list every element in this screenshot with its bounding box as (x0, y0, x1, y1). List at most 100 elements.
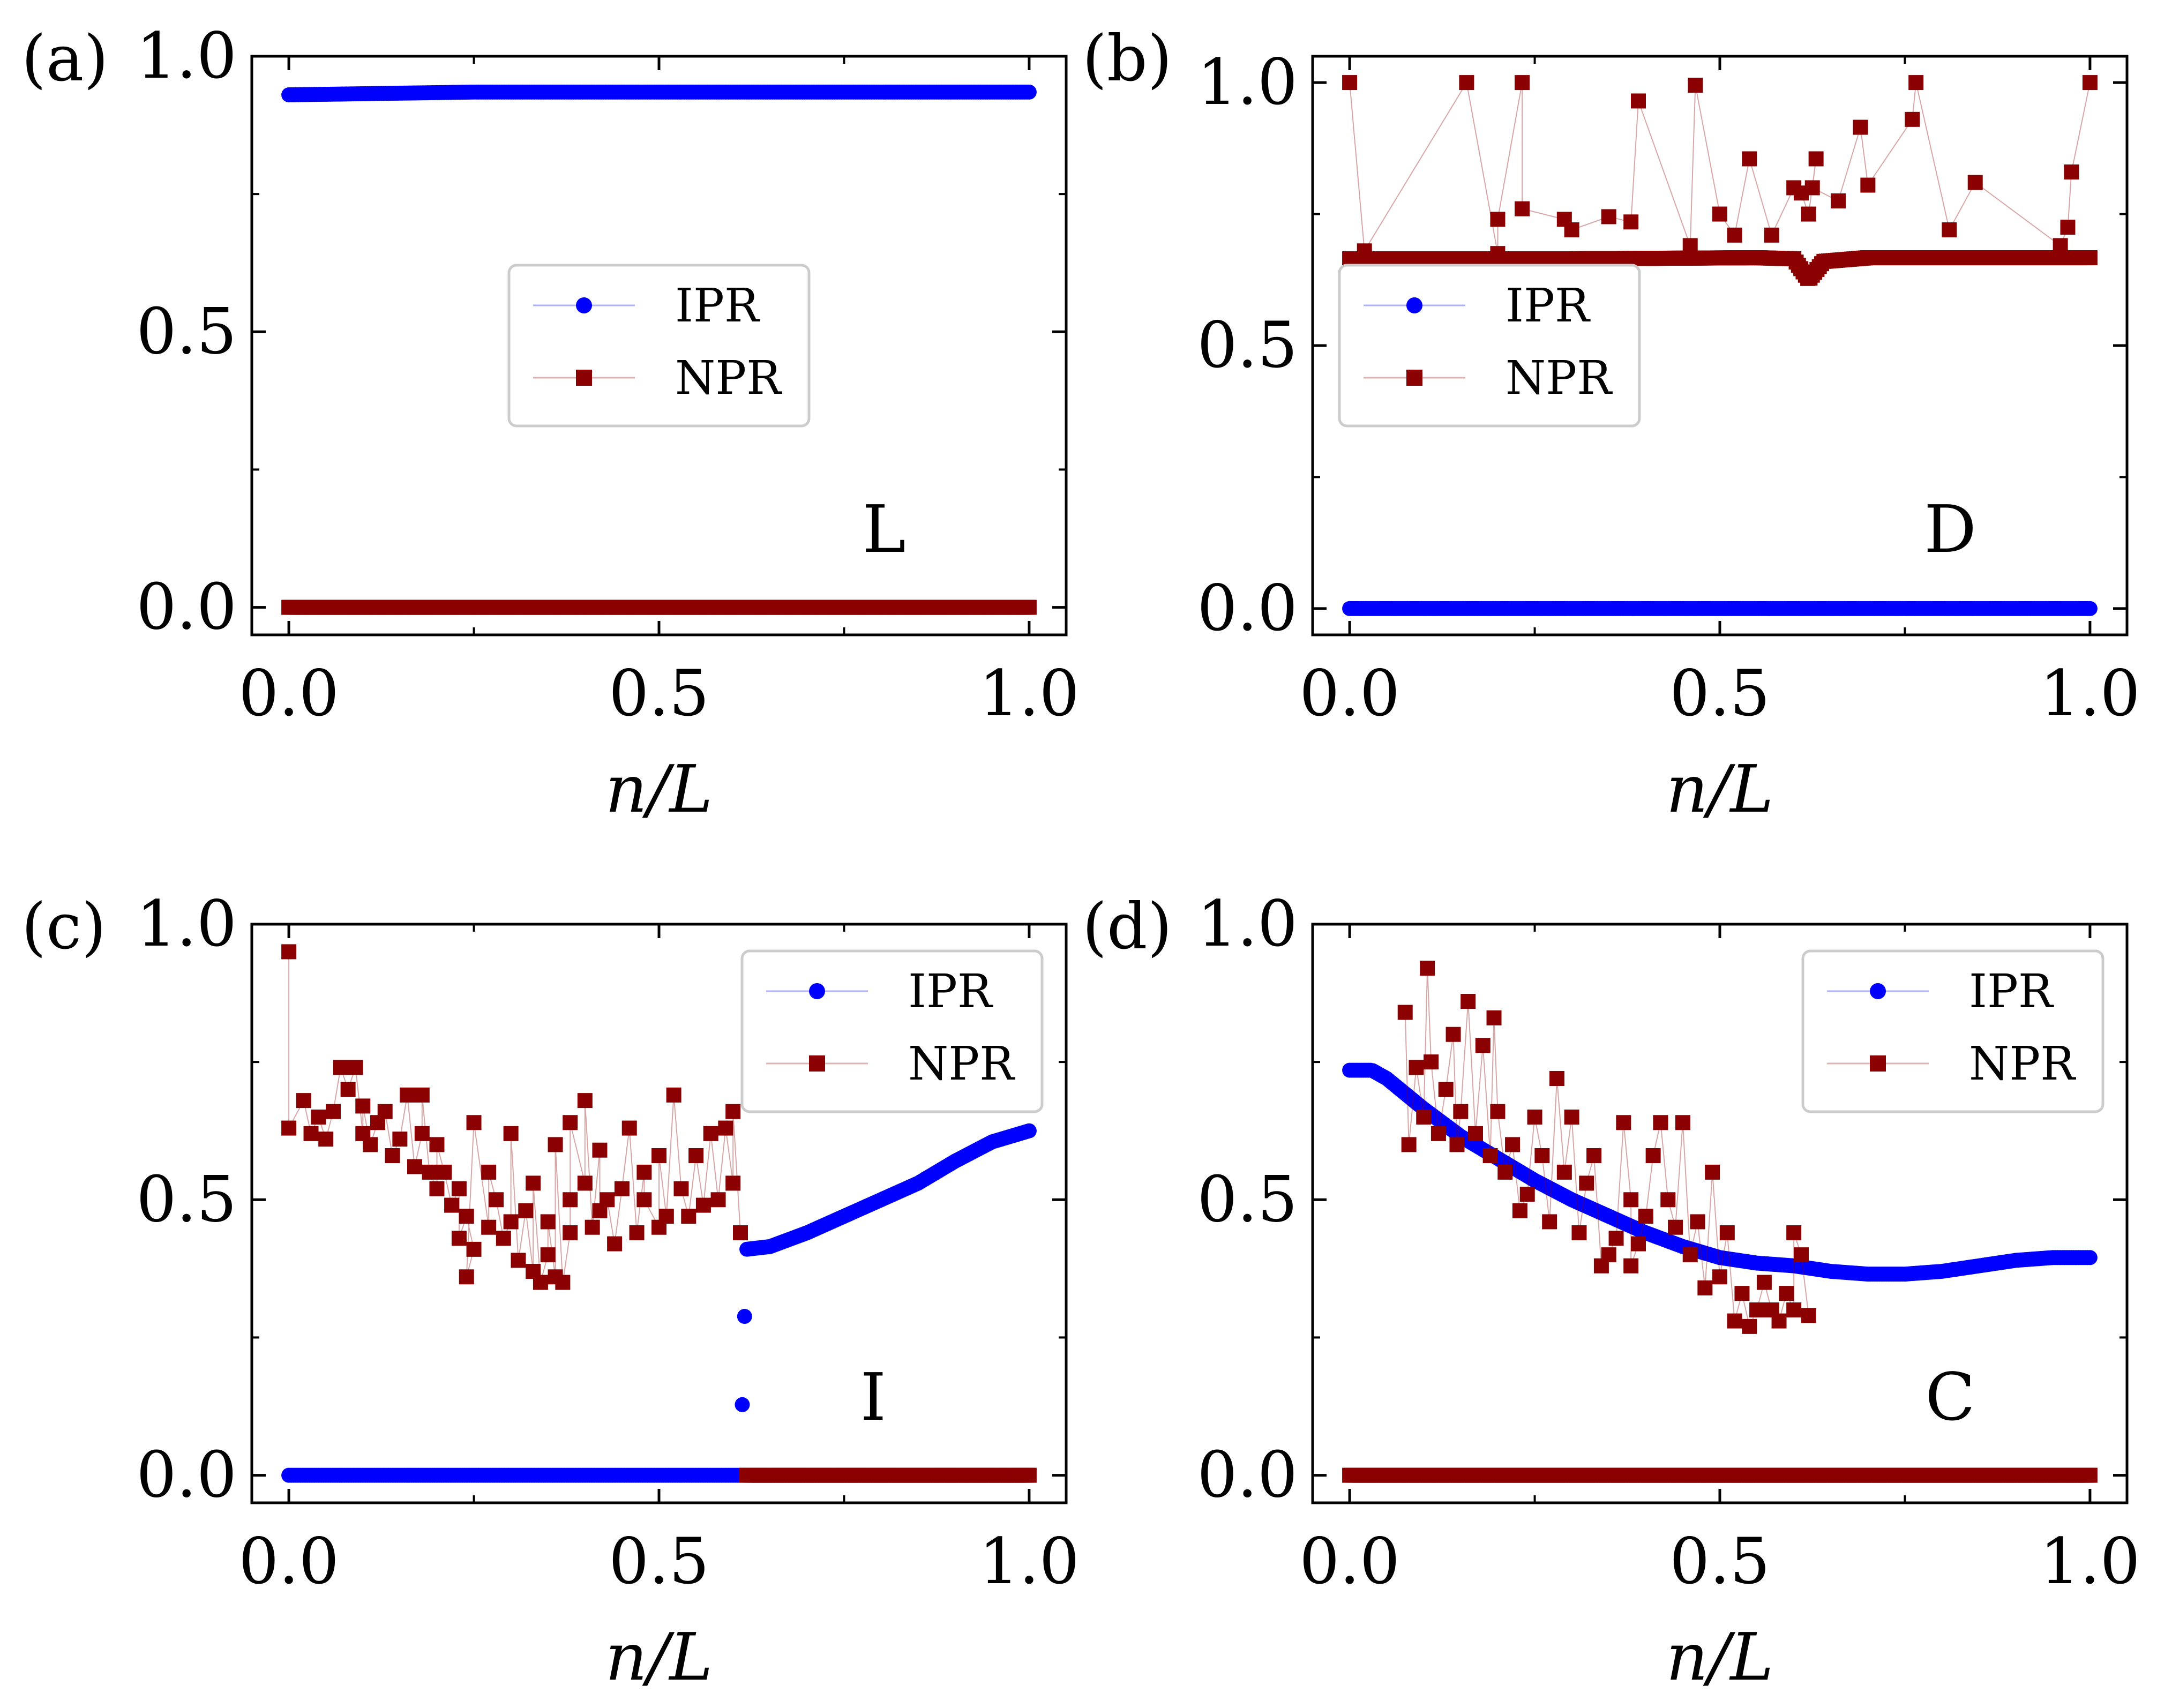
data-point (2053, 238, 2068, 253)
data-point (303, 1126, 319, 1141)
data-point (1505, 1137, 1521, 1152)
x-axis-label: n/L (1666, 751, 1774, 827)
data-point (1534, 1148, 1550, 1163)
x-tick-label: 1.0 (2040, 656, 2140, 730)
data-point (1801, 1308, 1816, 1323)
x-axis-label: n/L (605, 1619, 713, 1695)
legend-label: NPR (1506, 351, 1613, 405)
data-point (1446, 1027, 1461, 1042)
data-point (1697, 1280, 1713, 1295)
data-point (496, 1231, 511, 1246)
legend-marker-square (1406, 370, 1422, 386)
panel-a: 0.0 0.5 1.0 0.0 0.5 1.0 n/L (a) L IPR NPR (21, 19, 1080, 827)
data-point (1801, 206, 1816, 222)
data-point (2082, 75, 2098, 91)
data-point (1623, 1258, 1639, 1273)
data-point (1712, 206, 1727, 222)
data-point (1712, 1269, 1727, 1285)
data-point (1430, 1126, 1446, 1141)
data-point (548, 1137, 563, 1152)
panel-label: (d) (1082, 889, 1172, 963)
legend-label: NPR (908, 1037, 1015, 1091)
data-point (1853, 119, 1868, 135)
data-point (444, 1197, 460, 1213)
y-tick-label: 0.5 (1197, 308, 1298, 382)
legend: IPR NPR (740, 949, 1044, 1113)
data-point (348, 1060, 363, 1075)
y-tick-label: 0.0 (1197, 571, 1298, 645)
y-tick-label: 0.5 (136, 294, 237, 368)
panel-b: 0.0 0.5 1.0 0.0 0.5 1.0 n/L (b) D IPR NPR (1082, 21, 2140, 827)
phase-label: I (860, 1359, 886, 1435)
legend: IPR NPR (507, 264, 811, 428)
data-point (1764, 227, 1779, 243)
data-point (1719, 1225, 1735, 1240)
data-point (1608, 1231, 1624, 1246)
data-point (636, 1192, 652, 1208)
data-point (1727, 227, 1742, 243)
legend-marker-circle (809, 983, 825, 999)
legend: IPR NPR (1338, 264, 1641, 428)
data-point (1734, 1286, 1750, 1301)
data-point (1490, 246, 1506, 261)
data-point (1749, 1302, 1765, 1317)
data-point (1631, 93, 1646, 109)
data-point (1486, 1010, 1502, 1025)
data-point (1461, 994, 1476, 1009)
data-point (2064, 164, 2079, 179)
x-tick-label: 0.0 (1299, 1524, 1400, 1598)
data-point (710, 1192, 726, 1208)
data-point (1623, 1192, 1639, 1208)
data-point (1342, 75, 1358, 91)
data-point (385, 1148, 400, 1163)
data-point (459, 1269, 474, 1285)
x-tick-label: 0.5 (609, 656, 709, 730)
data-point (1490, 1104, 1506, 1119)
data-point (636, 1164, 652, 1180)
x-axis-label: n/L (1666, 1619, 1774, 1695)
data-point (1564, 1110, 1579, 1125)
data-point (1690, 1214, 1705, 1230)
series-ipr-curve (281, 1123, 1037, 1483)
data-point (1908, 75, 1924, 91)
y-tick-label: 0.5 (1197, 1162, 1298, 1236)
data-point (540, 1214, 556, 1230)
data-point (1688, 78, 1703, 93)
plot-area (1342, 961, 2098, 1483)
data-point (1542, 1214, 1557, 1230)
data-point (2082, 601, 2098, 616)
data-point (1905, 111, 1920, 127)
data-point (1420, 961, 1435, 976)
data-point (363, 1137, 378, 1152)
data-point (2082, 1467, 2098, 1483)
y-tick-label: 1.0 (136, 887, 237, 961)
phase-label: D (1924, 491, 1976, 567)
data-point (503, 1214, 519, 1230)
data-point (414, 1126, 430, 1141)
legend-label: IPR (1506, 279, 1591, 333)
phase-label: L (862, 491, 905, 567)
data-point (511, 1253, 526, 1268)
data-point (614, 1181, 630, 1196)
data-point (1794, 1247, 1809, 1263)
series-ipr-curve (1342, 601, 2098, 616)
data-point (607, 1236, 623, 1252)
y-tick-label: 1.0 (1197, 887, 1298, 961)
data-point (1021, 600, 1037, 615)
legend-label: IPR (1969, 965, 2054, 1018)
data-point (1601, 1247, 1616, 1263)
data-point (629, 1225, 645, 1240)
data-point (1449, 1137, 1465, 1152)
data-point (377, 1104, 393, 1119)
panel-c: 0.0 0.5 1.0 0.0 0.5 1.0 n/L (c) I IPR NPR (21, 887, 1080, 1695)
data-point (1416, 1110, 1432, 1125)
legend-marker-circle (1870, 983, 1886, 999)
data-point (1468, 1126, 1483, 1141)
data-point (1401, 1137, 1417, 1152)
data-point (400, 1087, 415, 1103)
data-point (526, 1175, 541, 1191)
panel-label: (b) (1082, 21, 1172, 95)
data-point (437, 1164, 452, 1180)
data-point (466, 1241, 482, 1257)
data-point (407, 1159, 422, 1174)
